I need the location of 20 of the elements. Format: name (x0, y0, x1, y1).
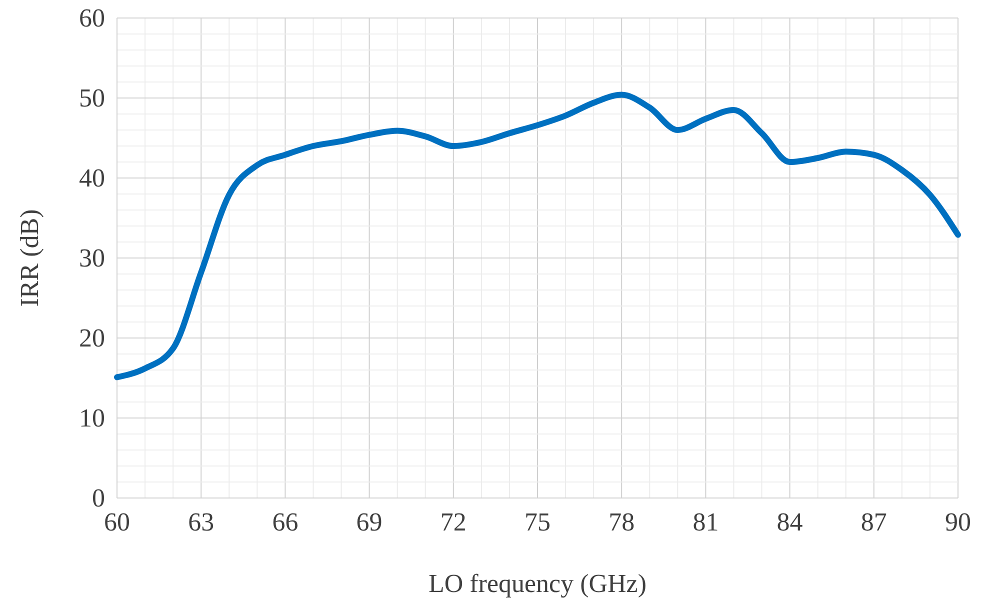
x-tick-label: 66 (272, 507, 298, 536)
x-tick-label: 75 (524, 507, 550, 536)
y-axis-title: IRR (dB) (15, 209, 44, 307)
y-tick-label: 10 (79, 403, 105, 432)
x-tick-label: 84 (776, 507, 803, 536)
x-tick-label: 72 (440, 507, 466, 536)
y-tick-label: 60 (79, 3, 105, 32)
y-tick-label: 20 (79, 323, 105, 352)
x-tick-label: 90 (945, 507, 971, 536)
x-tick-label: 69 (356, 507, 382, 536)
y-tick-label: 30 (79, 243, 105, 272)
x-tick-label: 87 (860, 507, 887, 536)
x-tick-label: 60 (104, 507, 130, 536)
x-tick-label: 81 (692, 507, 719, 536)
y-tick-label: 40 (79, 163, 105, 192)
x-axis-title: LO frequency (GHz) (428, 569, 647, 598)
x-tick-label: 63 (188, 507, 214, 536)
y-tick-label: 50 (79, 83, 105, 112)
y-tick-label: 0 (92, 483, 105, 512)
x-tick-label: 78 (608, 507, 635, 536)
